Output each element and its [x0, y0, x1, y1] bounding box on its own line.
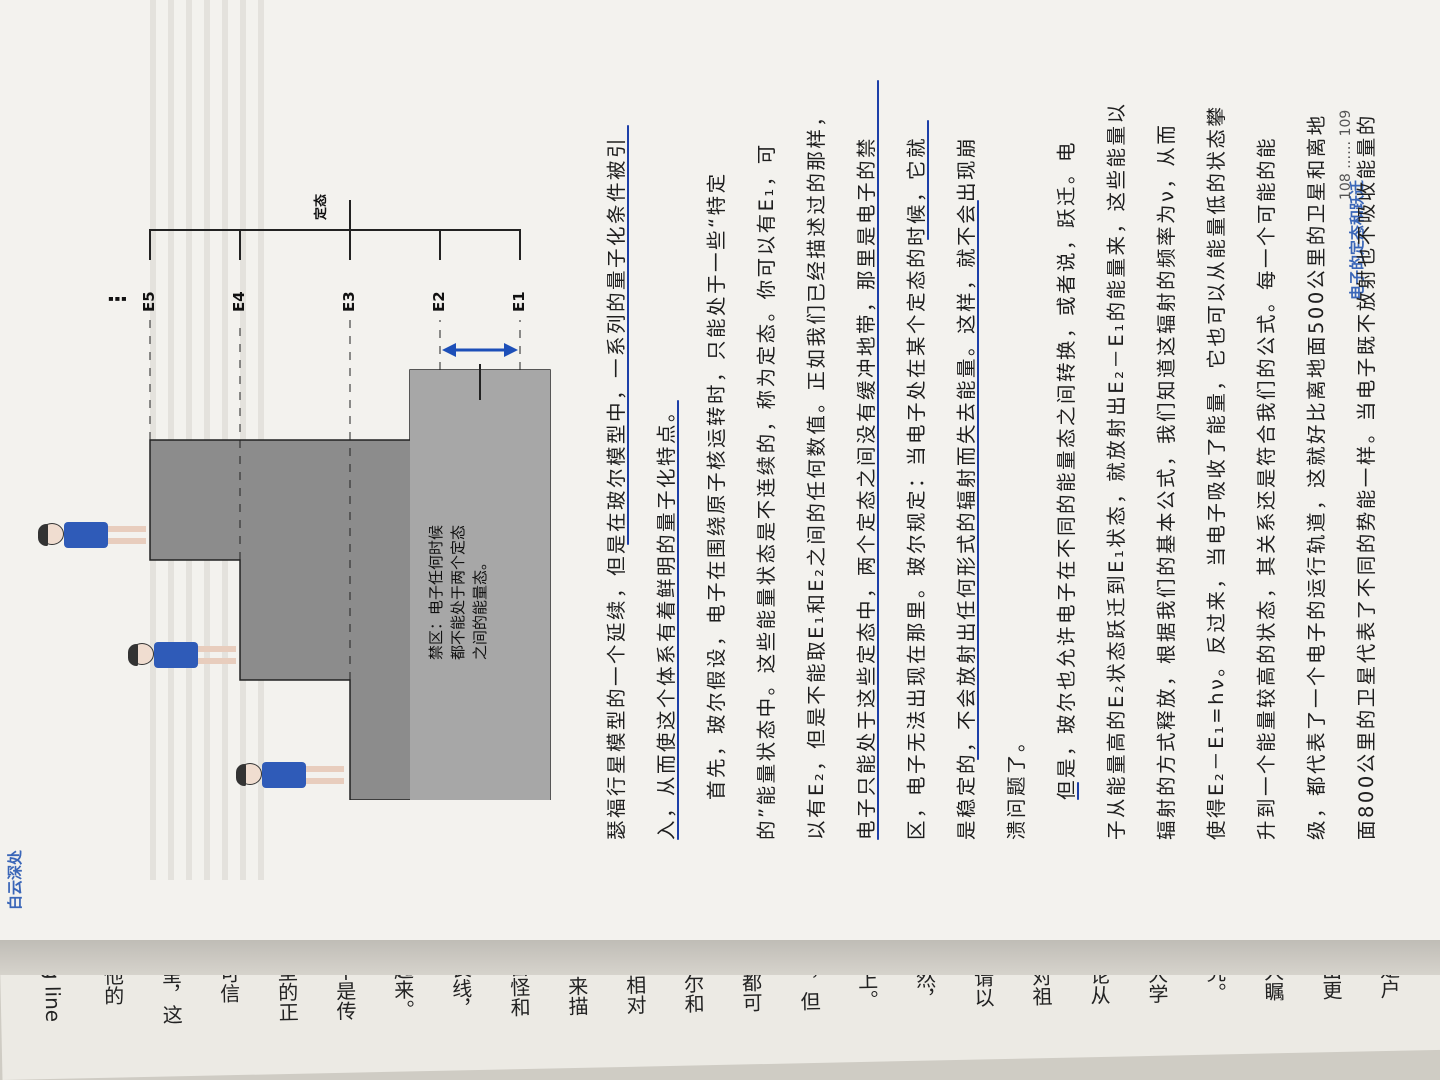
- running-head: 白云深处: [6, 849, 24, 910]
- text-line: 使得E₂－E₁=hν。反过来，当电子吸收了能量，它也可以从能量低的状态攀: [1205, 104, 1228, 840]
- arrow-head-up: [442, 343, 456, 357]
- forbidden-zone-line: 都不能处于两个定态: [449, 524, 467, 660]
- forbidden-zone-line: 禁区：电子任何时候: [427, 524, 445, 660]
- ink-underline: [677, 400, 679, 840]
- forbidden-zone-caption: 禁区：电子任何时候 都不能处于两个定态 之间的能量态。: [425, 480, 491, 660]
- energy-level-figure: E5 E4 E3 E2 E1 定态 ⋮ 禁区：电子任何时候 都不能处于两个定态 …: [38, 180, 580, 800]
- more-levels-dots: ⋮: [106, 288, 131, 310]
- person-figure: [236, 756, 350, 794]
- rotated-content: 白云深处 电子的定态和跃迁 108 …… 109: [6, 80, 1378, 910]
- text-line: 级，都代表了一个电子的运行轨道，这就好比离地面500公里的卫星和离地: [1305, 113, 1328, 840]
- ink-underline: [927, 120, 929, 240]
- text-line: 升到一个能量较高的状态，其关系还是符合我们的公式。每一个可能的能: [1255, 135, 1278, 840]
- previous-page-fragment: g line: [40, 966, 66, 1023]
- level-label-e2: E2: [430, 291, 448, 312]
- ink-underline: [627, 125, 629, 545]
- text-line: 的”能量状态中。这些能量状态是不连续的，称为定态。你可以有E₁，可: [755, 142, 778, 840]
- ink-underline: [977, 200, 979, 760]
- ink-underline: [877, 80, 879, 840]
- text-line: 电子只能处于这些定态中，两个定态之间没有缓冲地带，那里是电子的禁: [855, 135, 878, 840]
- level-label-e5: E5: [140, 291, 158, 312]
- person-figure: [38, 516, 152, 554]
- text-line: 辐射的方式释放，根据我们的基本公式，我们知道这辐射的频率为ν，从而: [1155, 122, 1178, 840]
- person-figure: [128, 636, 242, 674]
- level-label-e4: E4: [230, 291, 248, 312]
- text-line: 溃问题了。: [1005, 729, 1028, 840]
- arrow-head-down: [504, 343, 518, 357]
- book-page: 白云深处 电子的定态和跃迁 108 …… 109: [0, 0, 1440, 940]
- text-line: 子从能量高的E₂状态跃迁到E₁状态，就放射出E₂－E₁的能量来，这些能量以: [1105, 101, 1128, 840]
- text-line: 面800公里的卫星代表了不同的势能一样。当电子既不放射也不吸收能量的: [1355, 113, 1378, 840]
- forbidden-zone-box: [410, 370, 550, 800]
- ink-mark: [1077, 782, 1079, 800]
- staircase-diagram: [149, 200, 551, 800]
- text-line: 以有E₂，但是不能取E₁和E₂之间的任何数值。正如我们已经描述过的那样，: [805, 104, 828, 840]
- text-line: 是稳定的，不会放射出任何形式的辐射而失去能量。这样，就不会出现崩: [955, 135, 978, 840]
- text-line: 瑟福行星模型的一个延续，但是在玻尔模型中，一系列的量子化条件被引: [605, 135, 628, 840]
- level-label-e1: E1: [510, 291, 528, 312]
- state-label: 定态: [314, 193, 329, 220]
- text-line: 但是，玻尔也允许电子在不同的能量态之间转换，或者说，跃迁。电: [1055, 139, 1078, 800]
- level-label-e3: E3: [340, 291, 358, 312]
- text-line: 首先，玻尔假设，电子在围绕原子核运转时，只能处于一些“特定: [705, 171, 728, 800]
- forbidden-zone-line: 之间的能量态。: [471, 554, 489, 660]
- text-line: 区，电子无法出现在那里。玻尔规定：当电子处在某个定态的时候，它就: [905, 135, 928, 840]
- state-bracket: [149, 229, 521, 260]
- text-line: 入，从而使这个体系有着鲜明的量子化特点。: [655, 399, 678, 840]
